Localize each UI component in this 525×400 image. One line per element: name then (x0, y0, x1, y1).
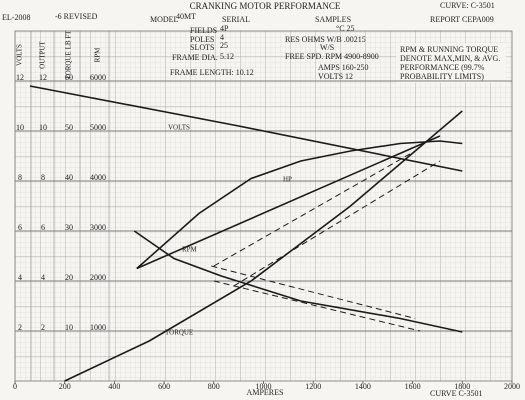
y-tick-label: 40 (65, 173, 73, 182)
y-tick-label: 1000 (90, 323, 106, 332)
curve (136, 135, 441, 270)
x-tick-label: 1200 (305, 382, 321, 391)
y-tick-label: 60 (65, 73, 73, 82)
report: REPORT CEPA009 (430, 15, 494, 24)
limit-line (233, 160, 441, 287)
temperature: °C 25 (336, 24, 355, 33)
note-line: RPM & RUNNING TORQUE (400, 45, 498, 54)
curve-label: TORQUE (165, 329, 193, 337)
y-tick-label: 20 (65, 273, 73, 282)
frame-dia: 5.12 (220, 52, 234, 61)
note-line: DENOTE MAX,MIN, & AVG. (400, 54, 500, 63)
y-axis-label: TORQUE LB FT (65, 30, 73, 80)
y-tick-label: 6000 (90, 73, 106, 82)
frame-length: FRAME LENGTH: 10.12 (170, 68, 254, 77)
curve (64, 110, 463, 382)
chart-title: CRANKING MOTOR PERFORMANCE (190, 1, 341, 11)
fields: 4P (220, 24, 229, 33)
y-tick-label: 4 (41, 273, 45, 282)
x-tick-label: 1000 (256, 382, 272, 391)
x-tick-label: 400 (108, 382, 120, 391)
x-tick-label: 2000 (504, 382, 520, 391)
x-tick-label: 1400 (355, 382, 371, 391)
poles-label: POLES (190, 35, 214, 44)
limit-line (211, 265, 416, 319)
model-label: MODEL (150, 15, 179, 24)
curve (136, 140, 463, 270)
volts: VOLTS 12 (318, 72, 353, 81)
y-tick-label: 8 (41, 173, 45, 182)
samples-label: SAMPLES (315, 15, 351, 24)
model: 40MT (176, 12, 196, 21)
x-tick-label: 1600 (405, 382, 421, 391)
free-speed: FREE SPD. RPM 4900-8900 (285, 52, 379, 61)
limit-line (213, 280, 421, 332)
graph-paper (14, 30, 513, 382)
y-tick-label: 12 (16, 73, 24, 82)
fields-label: FIELDS (190, 26, 217, 35)
y-tick-label: 4000 (90, 173, 106, 182)
header-revision: -6 REVISED (55, 12, 98, 21)
limit-line (213, 150, 416, 267)
y-tick-label: 8 (18, 173, 22, 182)
y-axis-label: VOLTS (16, 44, 24, 66)
y-tick-label: 4 (18, 273, 22, 282)
x-tick-label: 1800 (454, 382, 470, 391)
x-axis-label: AMPERES (247, 388, 284, 397)
curve-bottom: CURVE C-3501 (430, 389, 482, 398)
serial-label: SERIAL (222, 15, 250, 24)
curve-label: VOLTS (168, 124, 190, 132)
y-tick-label: 30 (65, 223, 73, 232)
y-tick-label: 6 (41, 223, 45, 232)
note-line: PROBABILITY LIMITS) (400, 72, 484, 81)
y-tick-label: 2 (41, 323, 45, 332)
curve-label: HP (283, 176, 292, 184)
y-axis-label: RPM (94, 47, 102, 63)
x-tick-label: 800 (208, 382, 220, 391)
y-tick-label: 12 (39, 73, 47, 82)
x-tick-label: 600 (158, 382, 170, 391)
y-tick-label: 6 (18, 223, 22, 232)
curve (29, 85, 463, 172)
res-ohms: RES OHMS W/B .00215 (285, 35, 366, 44)
y-axis-label: OUTPUT (39, 40, 47, 68)
y-tick-label: 5000 (90, 123, 106, 132)
header-curve: CURVE: C-3501 (440, 1, 495, 10)
amps: AMPS 160-250 (318, 63, 368, 72)
header-code: EL-2008 (2, 13, 30, 22)
frame-dia-label: FRAME DIA. (172, 53, 218, 62)
x-tick-label: 0 (13, 382, 17, 391)
y-tick-label: 3000 (90, 223, 106, 232)
y-tick-label: 50 (65, 123, 73, 132)
slots: 25 (220, 41, 228, 50)
ws: W/S (320, 43, 334, 52)
curve (133, 230, 463, 333)
slots-label: SLOTS (190, 43, 214, 52)
poles: 4 (220, 33, 224, 42)
y-tick-label: 10 (65, 323, 73, 332)
x-tick-label: 200 (59, 382, 71, 391)
curve-label: RPM (182, 246, 198, 254)
y-tick-label: 10 (39, 123, 47, 132)
y-tick-label: 2 (18, 323, 22, 332)
note-line: PERFORMANCE (99.7% (400, 63, 485, 72)
y-tick-label: 10 (16, 123, 24, 132)
y-tick-label: 2000 (90, 273, 106, 282)
note-box (396, 43, 506, 83)
